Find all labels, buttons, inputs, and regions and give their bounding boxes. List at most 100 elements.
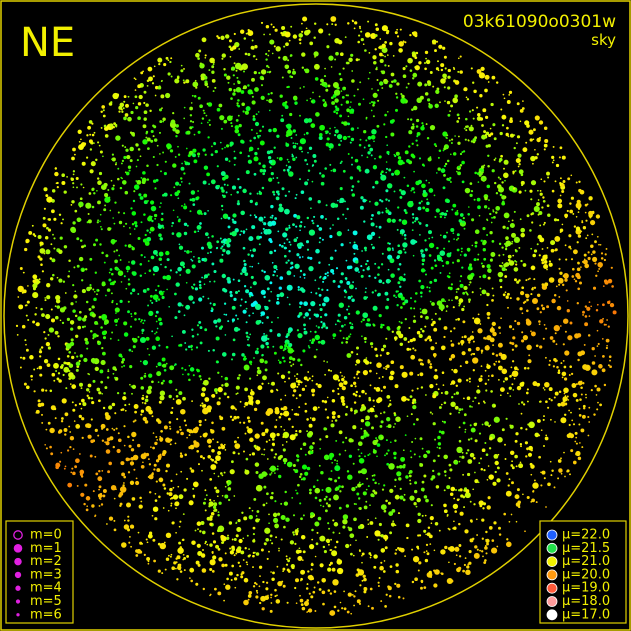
- star: [454, 94, 458, 99]
- star: [541, 307, 546, 311]
- star: [444, 100, 446, 102]
- star: [63, 245, 68, 249]
- star: [362, 318, 365, 322]
- star: [249, 214, 252, 217]
- star: [396, 35, 400, 38]
- star: [125, 148, 129, 152]
- star: [107, 368, 110, 371]
- star: [386, 462, 390, 466]
- star: [455, 554, 458, 557]
- star: [324, 427, 328, 431]
- star: [332, 337, 335, 340]
- star: [89, 454, 93, 458]
- star: [420, 252, 423, 255]
- star: [399, 487, 402, 490]
- star: [464, 431, 467, 433]
- star: [561, 280, 564, 283]
- star: [233, 83, 235, 85]
- star: [330, 66, 333, 68]
- star: [183, 172, 186, 175]
- star: [544, 356, 547, 359]
- star: [67, 275, 70, 278]
- star: [310, 515, 314, 519]
- star: [474, 545, 478, 549]
- star: [143, 90, 147, 94]
- star: [208, 377, 211, 380]
- star: [87, 213, 90, 215]
- star: [407, 340, 410, 344]
- star: [325, 502, 329, 505]
- star: [526, 214, 530, 218]
- star: [221, 253, 224, 256]
- star: [353, 604, 355, 607]
- star: [97, 180, 102, 185]
- star: [378, 377, 381, 379]
- star: [212, 555, 217, 560]
- star: [81, 436, 84, 440]
- star: [536, 293, 541, 298]
- star: [243, 577, 249, 583]
- star: [249, 139, 252, 142]
- star: [499, 131, 503, 136]
- star: [351, 298, 355, 303]
- star: [446, 514, 449, 516]
- star: [246, 563, 249, 566]
- star: [45, 389, 48, 392]
- star: [201, 258, 205, 262]
- star: [190, 250, 193, 253]
- star: [367, 136, 372, 140]
- star: [397, 281, 401, 285]
- star: [32, 233, 36, 236]
- star: [229, 232, 233, 236]
- star: [113, 250, 116, 253]
- star: [372, 324, 376, 327]
- star: [49, 445, 52, 449]
- star: [169, 555, 172, 558]
- star: [385, 31, 389, 35]
- star: [398, 262, 402, 266]
- star: [197, 563, 201, 567]
- star: [255, 201, 258, 205]
- star: [55, 315, 59, 320]
- star: [89, 257, 93, 261]
- star: [464, 492, 471, 499]
- star: [137, 531, 140, 534]
- star: [70, 227, 77, 234]
- star: [216, 107, 221, 112]
- star: [346, 610, 350, 614]
- star: [196, 521, 202, 526]
- star: [464, 428, 467, 431]
- star: [128, 444, 132, 448]
- star: [362, 491, 367, 496]
- star: [388, 511, 394, 517]
- star: [95, 158, 98, 162]
- star: [131, 211, 137, 216]
- star: [476, 197, 481, 202]
- star: [290, 25, 293, 28]
- star: [176, 216, 179, 218]
- star: [302, 244, 304, 247]
- star: [443, 489, 446, 492]
- star: [209, 280, 211, 283]
- star: [443, 174, 446, 177]
- star: [220, 534, 225, 539]
- star: [446, 199, 450, 203]
- star: [325, 142, 330, 147]
- star: [394, 485, 396, 488]
- star: [432, 85, 435, 88]
- star: [402, 242, 408, 248]
- star: [304, 30, 310, 36]
- star: [366, 318, 371, 322]
- star: [396, 28, 398, 31]
- star: [489, 258, 493, 262]
- star: [179, 452, 183, 455]
- star: [158, 477, 164, 483]
- star: [306, 466, 311, 471]
- star: [114, 307, 120, 313]
- star: [503, 172, 509, 179]
- star: [248, 590, 253, 595]
- star: [367, 144, 371, 147]
- star: [147, 260, 150, 262]
- star: [584, 203, 588, 207]
- star: [236, 191, 239, 194]
